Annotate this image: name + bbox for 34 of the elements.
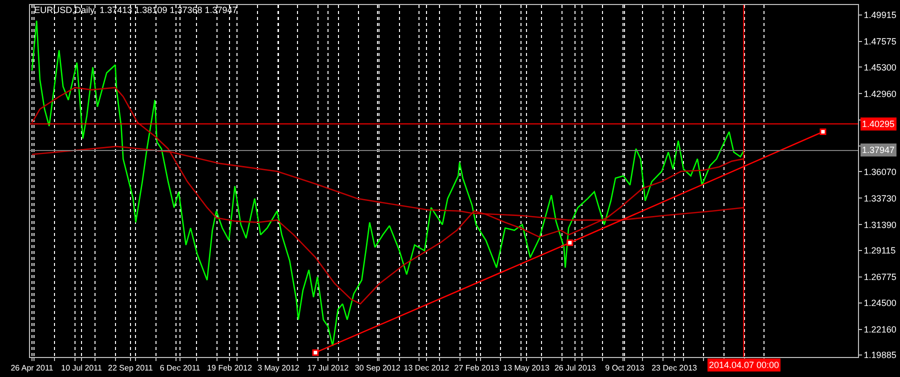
y-tick-label: 1.26775 bbox=[864, 272, 896, 282]
x-tick-label: 10 Jul 2011 bbox=[61, 364, 102, 373]
x-tick-label: 9 Oct 2013 bbox=[605, 364, 645, 373]
point bbox=[312, 349, 319, 356]
x-tick-label: 13 May 2013 bbox=[503, 364, 550, 373]
y-tick-label: 1.33730 bbox=[864, 193, 896, 204]
ref-line-label: 2014.04.07 00:00 bbox=[709, 360, 780, 370]
x-tick-label: 30 Sep 2012 bbox=[354, 364, 401, 373]
y-tick-label: 1.29115 bbox=[864, 246, 896, 256]
x-tick-label: 6 Dec 2011 bbox=[160, 364, 201, 373]
x-tick-label: 13 Dec 2012 bbox=[404, 364, 450, 373]
y-tick-label: 1.49915 bbox=[864, 10, 896, 20]
x-tick-label: 3 May 2012 bbox=[258, 364, 300, 373]
ref-line-label: 1.40295 bbox=[862, 119, 895, 129]
y-tick-label: 1.22160 bbox=[864, 324, 896, 334]
point bbox=[566, 239, 574, 246]
y-tick-label: 1.45300 bbox=[864, 62, 896, 72]
y-tick-label: 1.36070 bbox=[864, 166, 896, 177]
x-tick-label: 23 Dec 2013 bbox=[652, 364, 698, 373]
y-tick-label: 1.24500 bbox=[864, 298, 896, 308]
x-tick-label: 17 Jul 2012 bbox=[307, 364, 350, 373]
x-tick-label: 22 Sep 2011 bbox=[108, 364, 154, 373]
x-tick-label: 19 Feb 2012 bbox=[207, 364, 253, 373]
point bbox=[820, 128, 826, 135]
line-series bbox=[31, 20, 744, 346]
y-tick-label: 1.19885 bbox=[864, 350, 896, 360]
x-tick-label: 27 Feb 2013 bbox=[454, 364, 500, 373]
line-series bbox=[31, 86, 744, 305]
y-tick-label: 1.47575 bbox=[864, 36, 896, 47]
y-tick-label: 1.31390 bbox=[864, 220, 896, 230]
ref-line-label: 1.37947 bbox=[862, 145, 895, 155]
x-tick-label: 26 Jul 2013 bbox=[554, 364, 596, 373]
x-tick-label: 26 Apr 2011 bbox=[10, 364, 54, 373]
y-tick-label: 1.42960 bbox=[864, 88, 896, 99]
